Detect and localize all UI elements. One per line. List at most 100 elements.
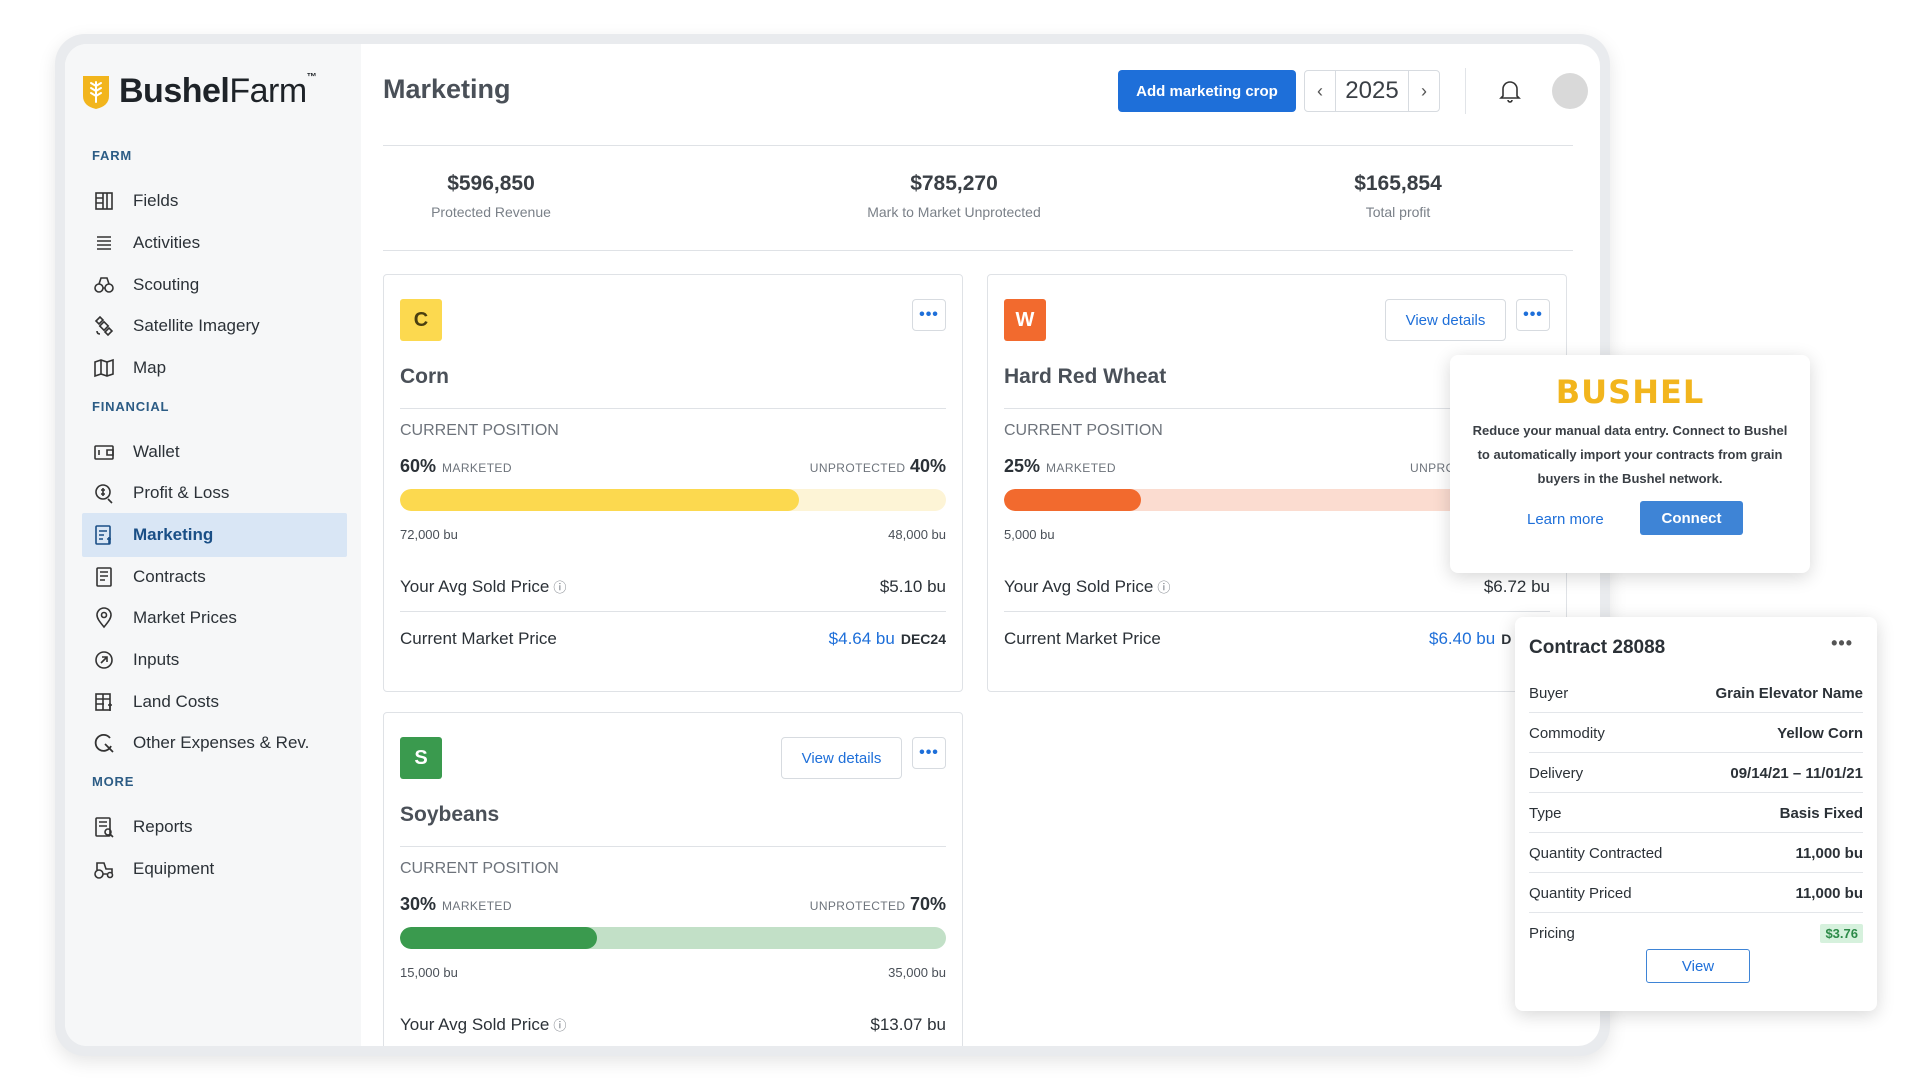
market-price-value[interactable]: $4.64 bu <box>828 629 895 648</box>
chevron-right-icon[interactable]: › <box>1421 80 1427 101</box>
chevron-left-icon[interactable]: ‹ <box>1317 80 1323 101</box>
sidebar-item-wallet[interactable]: Wallet <box>82 430 347 474</box>
marketed-bushels: 72,000 bu <box>400 527 458 542</box>
info-icon[interactable]: ⓘ <box>553 580 567 595</box>
stat-protected-revenue: $596,850 Protected Revenue <box>361 172 621 220</box>
bushel-popup-text: Reduce your manual data entry. Connect t… <box>1472 423 1788 486</box>
stat-label: Total profit <box>1365 204 1431 220</box>
sidebar-item-market-prices[interactable]: Market Prices <box>82 596 347 640</box>
more-options-button[interactable]: ••• <box>912 299 946 331</box>
other-expenses-icon <box>92 731 116 755</box>
info-icon[interactable]: ⓘ <box>553 1018 567 1033</box>
current-position-label: CURRENT POSITION <box>400 422 559 439</box>
divider <box>400 846 946 847</box>
position-bar <box>400 489 946 511</box>
sidebar-item-land-costs[interactable]: Land Costs <box>82 680 347 724</box>
equipment-icon <box>92 857 116 881</box>
marketing-icon <box>92 523 116 547</box>
connect-button[interactable]: Connect <box>1640 501 1743 535</box>
more-options-icon[interactable]: ••• <box>1831 633 1853 653</box>
position-bar-fill <box>400 489 799 511</box>
position-bar <box>1004 489 1550 511</box>
position-row: 60% MARKETED UNPROTECTED 40% <box>400 456 946 477</box>
view-contract-button[interactable]: View <box>1646 949 1750 983</box>
more-options-button[interactable]: ••• <box>912 737 946 769</box>
binoculars-icon <box>92 273 116 297</box>
current-position-label: CURRENT POSITION <box>400 860 559 877</box>
unprotected-bushels: 48,000 bu <box>888 527 946 542</box>
divider <box>1004 611 1550 612</box>
unprotected-bushels: 35,000 bu <box>888 965 946 980</box>
view-details-button[interactable]: View details <box>1385 299 1506 341</box>
land-costs-icon <box>92 690 116 714</box>
wheat-shield-icon <box>83 75 109 109</box>
add-marketing-crop-button[interactable]: Add marketing crop <box>1118 70 1296 112</box>
avg-sold-price-row: Your Avg Sold Price ⓘ $6.72 bu <box>1004 577 1550 597</box>
contract-row-quantity-contracted: Quantity Contracted 11,000 bu <box>1529 833 1863 873</box>
stat-value: $165,854 <box>1354 172 1442 195</box>
bushel-row: 72,000 bu 48,000 bu <box>400 527 946 542</box>
market-price-row: Current Market Price $4.64 bu DEC24 <box>400 629 946 649</box>
stat-value: $596,850 <box>447 172 535 195</box>
learn-more-link[interactable]: Learn more <box>1527 511 1604 528</box>
crop-badge: C <box>400 299 442 341</box>
sidebar-item-label: Profit & Loss <box>133 483 230 502</box>
sidebar-item-label: Scouting <box>133 275 200 294</box>
crop-name: Corn <box>400 365 449 388</box>
sidebar-item-contracts[interactable]: Contracts <box>82 555 347 599</box>
sidebar-item-profit-loss[interactable]: Profit & Loss <box>82 471 347 515</box>
crop-name: Soybeans <box>400 803 500 826</box>
bushel-farm-logo[interactable]: BushelFarm™ <box>81 72 317 111</box>
stat-label: Protected Revenue <box>431 204 551 220</box>
crop-name: Hard Red Wheat <box>1004 365 1167 388</box>
profit-loss-icon <box>92 481 116 505</box>
avg-sold-price-value: $6.72 bu <box>1483 577 1550 596</box>
divider <box>400 611 946 612</box>
market-price-value[interactable]: $6.40 bu <box>1429 629 1496 648</box>
position-bar <box>400 927 946 949</box>
sidebar-item-other-expenses[interactable]: Other Expenses & Rev. <box>82 721 347 765</box>
sidebar-item-label: Reports <box>133 817 193 836</box>
stats-divider-line <box>383 250 1573 251</box>
sidebar-item-reports[interactable]: Reports <box>82 805 347 849</box>
sidebar-item-inputs[interactable]: Inputs <box>82 638 347 682</box>
contract-title: Contract 28088 <box>1529 637 1666 658</box>
sidebar-item-satellite-imagery[interactable]: Satellite Imagery <box>82 304 347 348</box>
sidebar-item-equipment[interactable]: Equipment <box>82 847 347 891</box>
crop-badge: S <box>400 737 442 779</box>
page-title: Marketing <box>383 74 511 104</box>
row-label: Commodity <box>1529 725 1605 742</box>
avg-sold-price-value: $13.07 bu <box>870 1015 946 1034</box>
row-value: 11,000 bu <box>1795 845 1863 862</box>
marketed-bushels: 5,000 bu <box>1004 527 1055 542</box>
satellite-icon <box>92 314 116 338</box>
sidebar-item-label: Activities <box>133 233 201 252</box>
sidebar-item-marketing[interactable]: Marketing <box>82 513 347 557</box>
sidebar-item-scouting[interactable]: Scouting <box>82 263 347 307</box>
year-value: 2025 <box>1335 71 1409 111</box>
contract-row-pricing: Pricing $3.76 <box>1529 913 1863 953</box>
stat-mark-to-market: $785,270 Mark to Market Unprotected <box>824 172 1084 220</box>
crop-card-corn: C ••• Corn CURRENT POSITION 60% MARKETED … <box>383 274 963 692</box>
sidebar-item-fields[interactable]: Fields <box>82 179 347 223</box>
more-options-button[interactable]: ••• <box>1516 299 1550 331</box>
row-label: Buyer <box>1529 685 1569 702</box>
sidebar-item-activities[interactable]: Activities <box>82 221 347 265</box>
avatar[interactable] <box>1552 73 1588 109</box>
row-label: Pricing <box>1529 925 1575 942</box>
fields-icon <box>92 189 116 213</box>
inputs-icon <box>92 648 116 672</box>
stat-value: $785,270 <box>910 172 998 195</box>
bushel-logo: BUSHEL <box>1555 373 1705 411</box>
info-icon[interactable]: ⓘ <box>1157 580 1171 595</box>
market-prices-icon <box>92 606 116 630</box>
marketed-pct: 25% <box>1004 456 1041 476</box>
avg-sold-price-value: $5.10 bu <box>879 577 946 596</box>
crop-card-soybeans: S View details ••• Soybeans CURRENT POSI… <box>383 712 963 1046</box>
bell-icon[interactable] <box>1498 78 1522 104</box>
avg-sold-price-label: Your Avg Sold Price <box>400 577 550 596</box>
view-details-button[interactable]: View details <box>781 737 902 779</box>
sidebar-item-label: Satellite Imagery <box>133 316 260 335</box>
sidebar-item-map[interactable]: Map <box>82 346 347 390</box>
bushel-row: 15,000 bu 35,000 bu <box>400 965 946 980</box>
